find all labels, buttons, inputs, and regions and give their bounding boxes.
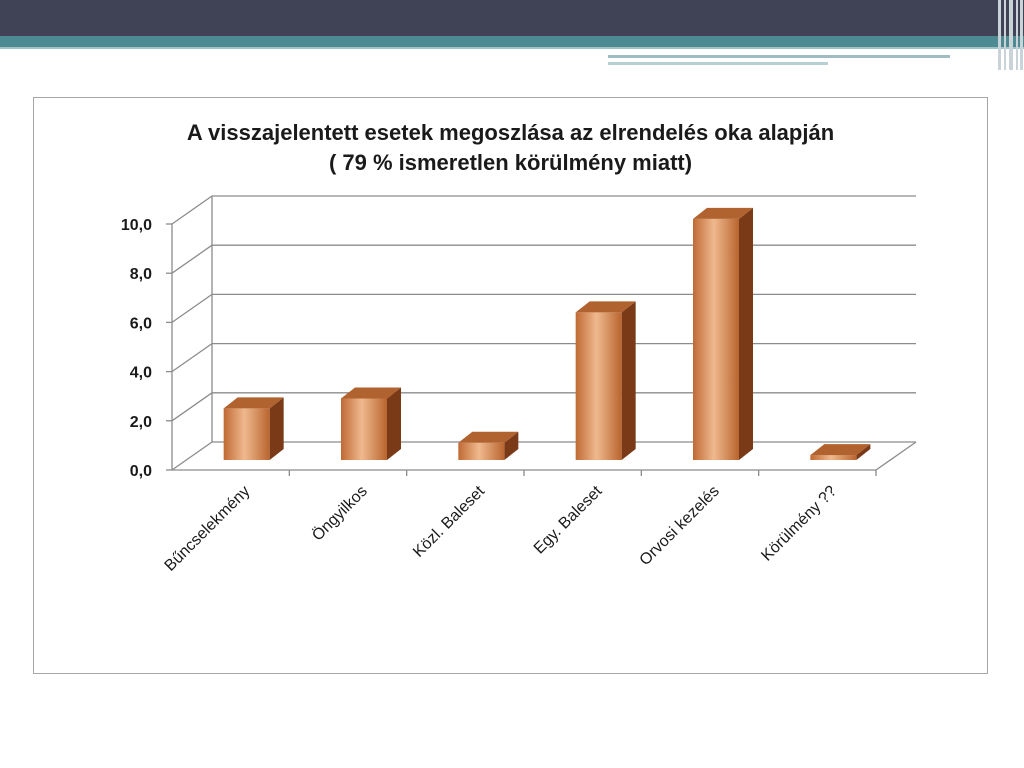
slide-accent-line <box>0 47 1024 49</box>
chart-frame: A visszajelentett esetek megoszlása az e… <box>33 97 988 674</box>
y-tick-label: 0,0 <box>130 463 152 480</box>
bar-top <box>810 444 871 456</box>
x-tick-label: Körülmény ?? <box>758 483 840 565</box>
y-tick-label: 2,0 <box>130 414 152 431</box>
gridline <box>171 293 916 323</box>
bar-side <box>856 444 871 460</box>
y-tick-label: 4,0 <box>130 365 152 382</box>
gridline <box>171 342 916 373</box>
bar-top <box>341 387 401 399</box>
x-tick-label: Öngyilkos <box>308 482 370 544</box>
bar-front <box>341 398 387 460</box>
bar-side <box>387 387 401 460</box>
gridline <box>171 195 916 225</box>
chart-title: A visszajelentett esetek megoszlása az e… <box>186 120 835 145</box>
slide-accent-band <box>0 36 1024 47</box>
bar-front <box>223 408 270 460</box>
chart-bars <box>223 207 871 460</box>
x-tick-label: Közl. Baleset <box>410 482 488 560</box>
bar-side <box>739 207 753 460</box>
y-tick-label: 8,0 <box>130 266 152 283</box>
slide-header-bar <box>0 0 1024 36</box>
bar <box>223 397 284 460</box>
bar <box>341 387 401 460</box>
bar <box>693 207 753 460</box>
y-tick-label: 10,0 <box>121 217 152 234</box>
bar-front <box>575 312 622 460</box>
bar-top <box>458 431 519 443</box>
bar-side <box>269 397 284 460</box>
chart-subtitle: ( 79 % ismeretlen körülmény miatt) <box>328 150 693 175</box>
bar-side <box>621 301 636 460</box>
x-tick-label: Egy. Baleset <box>531 482 606 557</box>
decorative-stripes <box>996 0 1024 70</box>
bar-top <box>223 397 284 409</box>
bar-front <box>458 442 505 460</box>
bar-chart: 0,0 2,0 4,0 6,0 8,0 10,0 Bűncselekmény Öngyilko… <box>121 195 917 575</box>
bar-front <box>810 455 857 460</box>
gridline <box>171 244 916 274</box>
bar <box>575 301 636 460</box>
decorative-line <box>608 62 828 65</box>
floor-edge <box>875 441 917 471</box>
bar-side <box>504 431 519 460</box>
chart-title-block: A visszajelentett esetek megoszlása az e… <box>34 118 987 178</box>
bar <box>810 444 871 460</box>
bar-top <box>693 207 753 219</box>
y-tick-label: 6,0 <box>130 315 152 332</box>
x-tick-label: Bűncselekmény <box>162 483 254 575</box>
bar-top <box>575 301 636 313</box>
bar-front <box>693 218 739 460</box>
chart-axes <box>166 196 917 476</box>
bar <box>458 431 519 460</box>
decorative-line <box>608 55 950 58</box>
x-tick-label: Orvosi kezelés <box>637 483 723 569</box>
